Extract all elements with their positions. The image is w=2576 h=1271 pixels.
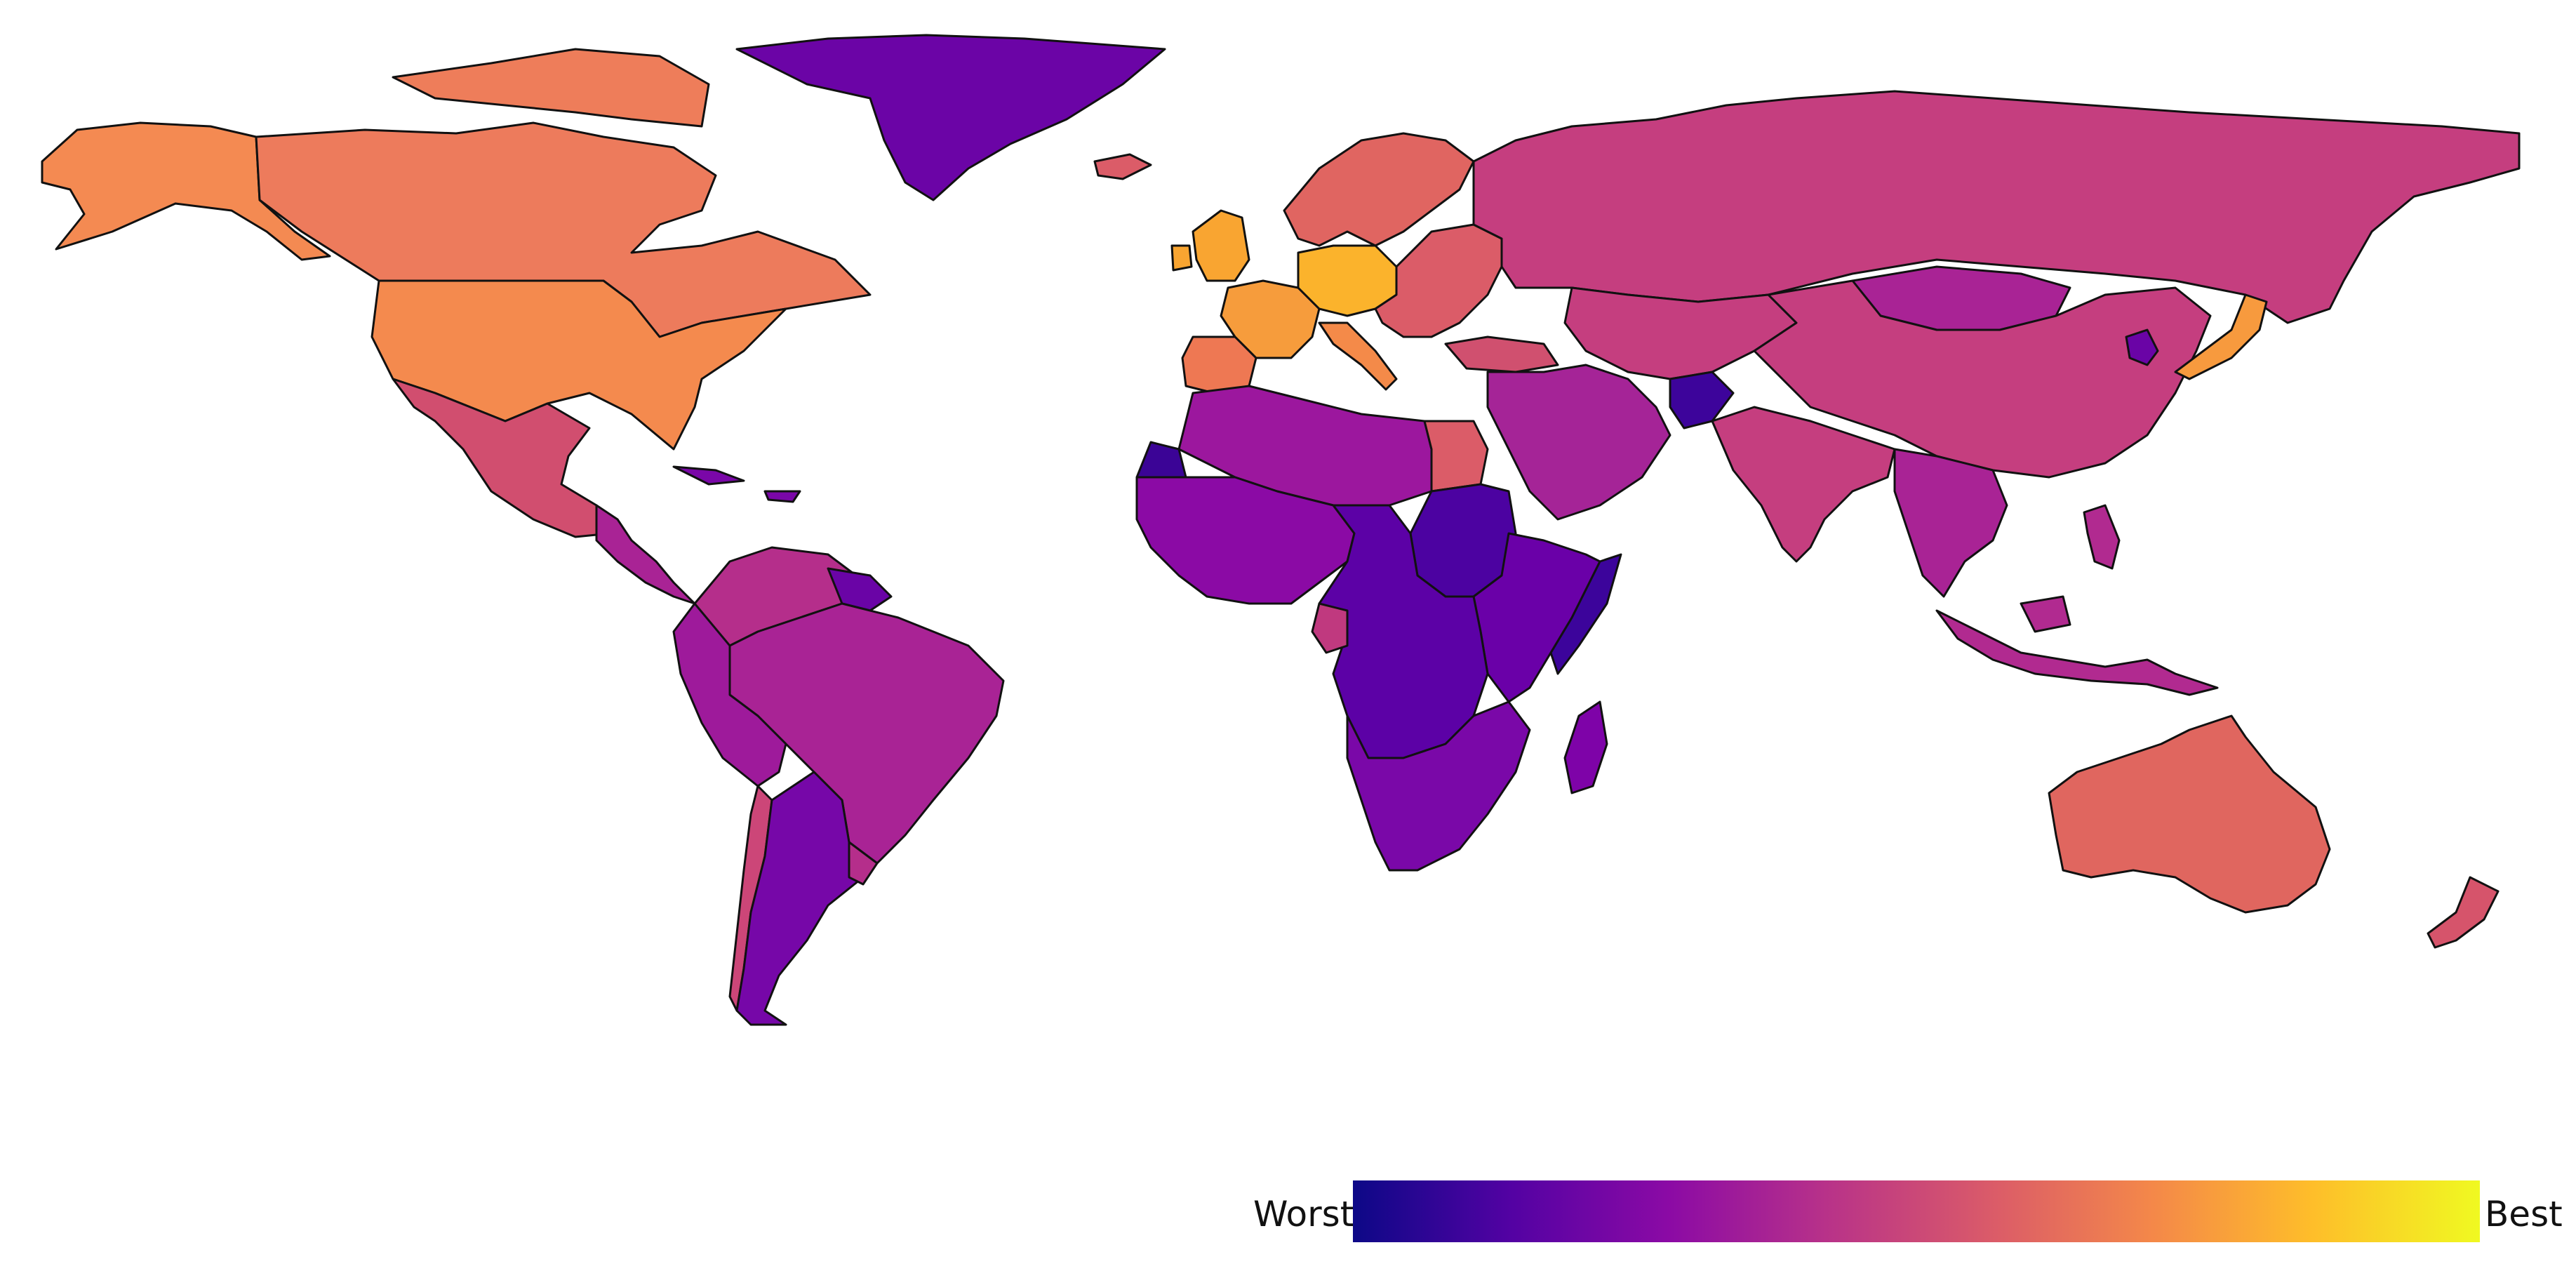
region-north-africa xyxy=(1177,385,1433,507)
region-uk-ireland xyxy=(1170,209,1250,282)
region-southern-africa xyxy=(1346,700,1531,872)
region-china xyxy=(1753,279,2212,479)
region-egypt xyxy=(1423,420,1489,493)
region-indonesia xyxy=(1935,595,2219,696)
region-andean-west xyxy=(672,602,787,787)
region-guianas xyxy=(827,567,893,612)
region-australia xyxy=(2048,714,2331,914)
region-west-africa xyxy=(1135,476,1356,605)
region-philippines xyxy=(2083,504,2121,570)
region-southeast-asia xyxy=(1893,448,2008,598)
region-alaska xyxy=(41,121,331,261)
region-turkey xyxy=(1444,335,1559,373)
region-korea xyxy=(2125,328,2159,366)
region-greenland xyxy=(735,34,1166,201)
region-caribbean xyxy=(672,465,801,503)
region-new-zealand xyxy=(2427,876,2500,949)
region-madagascar xyxy=(1563,700,1608,794)
region-argentina xyxy=(735,771,865,1026)
legend-max-label: Best xyxy=(2485,1194,2563,1235)
region-scandinavia xyxy=(1283,132,1475,247)
region-brazil xyxy=(728,602,1005,865)
region-india xyxy=(1711,406,1896,563)
legend-min-label: Worst xyxy=(1253,1194,1354,1235)
region-western-europe xyxy=(1220,279,1321,359)
region-iceland xyxy=(1093,153,1152,180)
region-gabon xyxy=(1311,602,1349,654)
region-central-asia xyxy=(1563,286,1798,380)
legend-colorbar xyxy=(1353,1180,2480,1242)
region-central-america xyxy=(595,504,696,605)
region-uruguay xyxy=(848,841,879,886)
region-japan xyxy=(2174,293,2268,380)
region-arctic-archipelago xyxy=(392,48,710,128)
region-italy xyxy=(1318,321,1398,391)
region-middle-east xyxy=(1486,364,1671,521)
